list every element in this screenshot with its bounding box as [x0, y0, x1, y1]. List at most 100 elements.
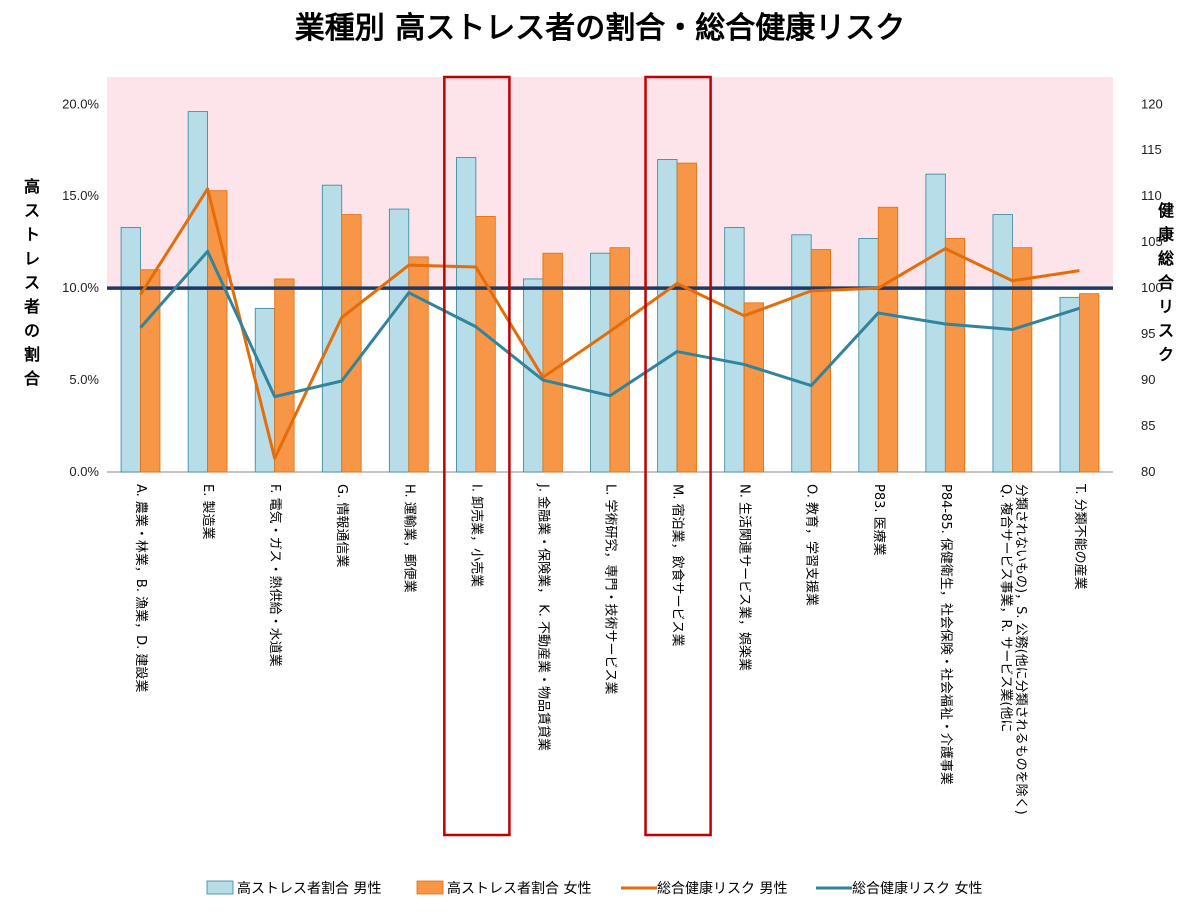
category-label-line: O. 教育，学習支援業: [804, 484, 820, 606]
category-label: F. 電気・ガス・熱供給・水道業: [267, 484, 283, 667]
y-axis-title-char: 割: [24, 345, 40, 364]
category-label: G. 情報通信業: [334, 484, 350, 567]
bar-female: [810, 249, 832, 473]
category-label-line: H. 運輸業，郵便業: [401, 484, 417, 593]
bar-female: [475, 216, 496, 473]
bar-female: [408, 256, 429, 473]
y2-tick-label: 120: [1141, 96, 1163, 111]
highlight-box: [644, 75, 712, 837]
plot-area: 0.0% 5.0% 10.0% 15.0% 20.0% 80 85 90 95 100 105 110…: [23, 75, 1175, 837]
bar-male: [590, 252, 611, 473]
category-label-line: Q. 複合サービス事業，R. サービス業(他に: [998, 484, 1014, 732]
y2-axis-title-char: 総: [1158, 249, 1174, 268]
y-tick-label: 15.0%: [62, 188, 99, 203]
bar-male: [321, 184, 343, 473]
legend-label: 総合健康リスク 女性: [852, 880, 982, 897]
y2-tick-label: 85: [1141, 418, 1155, 433]
bar-male: [657, 159, 678, 473]
bar-male: [724, 227, 745, 473]
y-axis-title-char: 合: [24, 369, 41, 388]
category-label-line: P83. 医療業: [871, 484, 887, 556]
y2-tick-label: 110: [1141, 188, 1162, 203]
y-axis-title-char: ス: [24, 273, 40, 292]
y-axis-title: 高ストレス者の割合: [23, 177, 41, 388]
legend-label: 総合健康リスク 男性: [657, 880, 787, 897]
legend: 高ストレス者割合 男性 高ストレス者割合 女性 総合健康リスク 男性 総合健康リスク …: [206, 880, 982, 897]
category-label-line: J. 金融業・保険業， K. 不動産業・物品賃貸業: [535, 483, 551, 751]
category-label: A. 農業・林業，B. 漁業，D. 建設業: [133, 484, 149, 692]
legend-label: 高ストレス者割合 男性: [237, 880, 381, 897]
category-label: P84-85. 保健衛生，社会保険・社会福祉・介護事業: [938, 484, 954, 785]
y2-axis-title-char: ク: [1158, 345, 1174, 364]
y-tick-label: 20.0%: [62, 96, 99, 111]
category-label-line: N. 生活関連サービス業，娯楽業: [737, 484, 753, 671]
legend-swatch: [206, 880, 234, 895]
y2-tick-label: 105: [1141, 234, 1163, 249]
highlight-box: [443, 75, 511, 837]
bar-female: [1012, 247, 1033, 473]
category-label: P83. 医療業: [871, 484, 887, 556]
bar-female: [140, 269, 161, 473]
y-tick-label: 10.0%: [62, 280, 99, 295]
y2-tick-label: 95: [1141, 326, 1155, 341]
y-axis-title-char: 者: [23, 297, 40, 316]
category-label: T. 分類不能の産業: [1072, 483, 1088, 590]
line-male-risk: [139, 187, 1080, 460]
bar-female: [1079, 293, 1100, 473]
bar-female: [877, 206, 899, 473]
category-label: I. 卸売業，小売業: [468, 484, 484, 587]
category-label: E. 製造業: [200, 484, 216, 539]
bar-male: [523, 278, 544, 473]
y-tick-label: 0.0%: [69, 464, 99, 479]
y2-axis-title-char: 合: [1158, 273, 1175, 292]
y-axis-title-char: の: [24, 321, 40, 340]
y-tick-label: 5.0%: [69, 372, 99, 387]
category-label: H. 運輸業，郵便業: [401, 484, 417, 593]
bar-female: [743, 302, 764, 473]
bar-male: [1059, 296, 1080, 473]
category-label: L. 学術研究，専門・技術サービス業: [603, 484, 619, 695]
y2-axis-title-char: ス: [1158, 321, 1174, 340]
y2-tick-label: 90: [1141, 372, 1155, 387]
line-female-risk: [139, 249, 1080, 399]
category-label-line: 分類されないもの)，S. 公務(他に分類されるものを除く): [1013, 484, 1028, 815]
category-label-line: E. 製造業: [200, 484, 216, 539]
category-label: N. 生活関連サービス業，娯楽業: [737, 484, 753, 671]
category-label-line: F. 電気・ガス・熱供給・水道業: [267, 484, 283, 667]
bar-male: [120, 227, 141, 473]
category-label-line: L. 学術研究，専門・技術サービス業: [603, 484, 619, 695]
category-label-line: G. 情報通信業: [334, 484, 350, 567]
bar-female: [274, 278, 295, 473]
legend-swatch: [416, 880, 444, 895]
bar-female: [676, 162, 697, 473]
chart-title: 業種別 高ストレス者の割合・総合健康リスク: [295, 11, 905, 46]
legend-label: 高ストレス者割合 女性: [447, 880, 591, 897]
category-label-line: M. 宿泊業，飲食サービス業: [670, 484, 686, 646]
category-label-line: A. 農業・林業，B. 漁業，D. 建設業: [133, 484, 149, 692]
bar-male: [388, 208, 410, 473]
y-axis-title-char: 高: [24, 177, 40, 196]
bar-female: [944, 238, 966, 473]
category-label: J. 金融業・保険業， K. 不動産業・物品賃貸業: [535, 483, 551, 751]
bar-male: [187, 111, 208, 473]
category-label-line: I. 卸売業，小売業: [468, 484, 484, 587]
category-label-line: T. 分類不能の産業: [1072, 483, 1088, 590]
category-label: M. 宿泊業，飲食サービス業: [670, 484, 686, 646]
bar-female: [609, 247, 630, 473]
category-label: O. 教育，学習支援業: [804, 484, 820, 606]
bar-female: [542, 252, 563, 473]
bar-male: [992, 214, 1013, 473]
bar-female: [341, 214, 362, 473]
y2-axis-title-char: 康: [1158, 225, 1175, 244]
y2-tick-label: 80: [1141, 464, 1155, 479]
y2-axis-title-char: リ: [1158, 297, 1174, 316]
bar-male: [456, 157, 477, 473]
y2-tick-label: 100: [1141, 280, 1163, 295]
y-axis-title-char: ト: [24, 225, 40, 244]
category-label-line: P84-85. 保健衛生，社会保険・社会福祉・介護事業: [938, 484, 954, 785]
bar-male: [858, 238, 879, 473]
category-label: Q. 複合サービス事業，R. サービス業(他に 分類されないもの)，S. 公務(他…: [998, 484, 1028, 815]
y-axis-title-char: ス: [24, 201, 40, 220]
